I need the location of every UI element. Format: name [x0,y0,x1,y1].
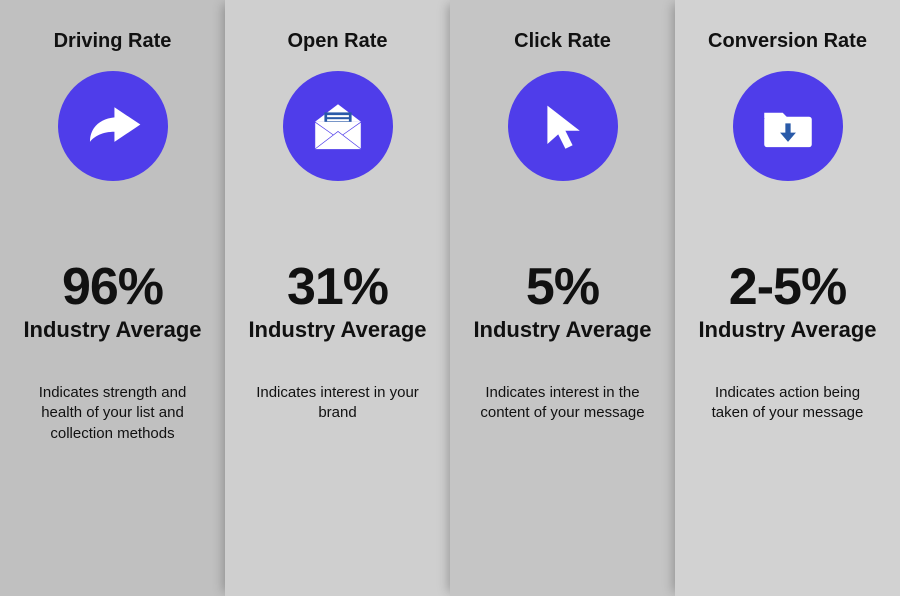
metrics-container: Driving Rate 96% Industry Average Indica… [0,0,900,596]
metric-card-open: Open Rate 31% Industry Average Indicates… [225,0,450,596]
card-value: 2-5% [729,261,846,313]
card-title: Open Rate [287,30,387,53]
card-value: 96% [62,261,163,313]
card-value: 31% [287,261,388,313]
metric-card-driving: Driving Rate 96% Industry Average Indica… [0,0,225,596]
card-subtitle: Industry Average [23,317,201,343]
share-arrow-icon [58,71,168,181]
folder-download-icon [733,71,843,181]
cursor-arrow-icon [508,71,618,181]
card-title: Driving Rate [54,30,172,53]
metric-card-click: Click Rate 5% Industry Average Indicates… [450,0,675,596]
envelope-open-icon [283,71,393,181]
card-description: Indicates interest in the content of you… [473,383,653,424]
card-title: Click Rate [514,30,611,53]
card-value: 5% [526,261,599,313]
card-subtitle: Industry Average [698,317,876,343]
card-subtitle: Industry Average [473,317,651,343]
card-description: Indicates action being taken of your mes… [698,383,878,424]
card-subtitle: Industry Average [248,317,426,343]
card-description: Indicates interest in your brand [248,383,428,424]
card-title: Conversion Rate [708,30,867,53]
metric-card-conversion: Conversion Rate 2-5% Industry Average In… [675,0,900,596]
card-description: Indicates strength and health of your li… [23,383,203,444]
